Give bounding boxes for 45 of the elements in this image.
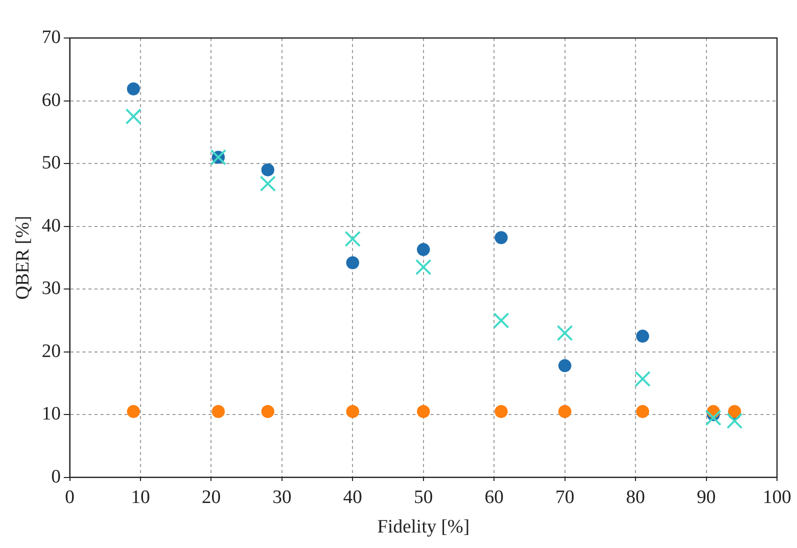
x-tick-label: 20 — [202, 486, 221, 508]
point — [558, 359, 572, 372]
point — [346, 404, 360, 418]
point — [212, 404, 225, 418]
point — [493, 312, 510, 329]
point — [416, 404, 430, 418]
point — [494, 404, 508, 418]
point — [634, 370, 651, 387]
point — [260, 176, 276, 192]
y-tick-label: 60 — [42, 90, 61, 111]
point — [494, 231, 508, 244]
y-tick-label: 70 — [42, 26, 61, 48]
y-tick-label: 10 — [42, 404, 61, 425]
point — [416, 243, 430, 256]
y-tick-label: 40 — [42, 215, 61, 236]
x-tick-label: 100 — [762, 486, 792, 508]
point — [346, 256, 360, 270]
point — [261, 163, 274, 176]
y-tick-label: 20 — [42, 340, 61, 362]
point — [726, 412, 743, 429]
point — [415, 259, 432, 276]
x-tick-label: 0 — [65, 486, 75, 508]
point — [636, 330, 650, 343]
x-tick-label: 70 — [555, 486, 574, 508]
point — [556, 324, 573, 342]
y-axis-title: QBER [%] — [12, 216, 34, 300]
point — [705, 410, 722, 426]
point — [126, 82, 140, 96]
point — [261, 404, 274, 418]
y-tick-label: 50 — [42, 152, 61, 174]
point — [125, 108, 142, 125]
x-tick-label: 40 — [343, 486, 362, 508]
x-tick-label: 10 — [131, 486, 150, 508]
y-tick-label: 0 — [51, 466, 61, 488]
point — [636, 404, 650, 418]
point — [344, 230, 361, 247]
y-tick-label: 30 — [42, 278, 61, 300]
point — [126, 404, 140, 418]
x-axis-title: Fidelity [%] — [377, 516, 470, 538]
x-tick-label: 80 — [626, 486, 646, 508]
x-tick-label: 90 — [696, 486, 716, 508]
x-tick-label: 60 — [484, 486, 504, 508]
x-tick-label: 30 — [272, 486, 292, 508]
point — [558, 404, 572, 418]
x-tick-label: 50 — [414, 486, 433, 508]
